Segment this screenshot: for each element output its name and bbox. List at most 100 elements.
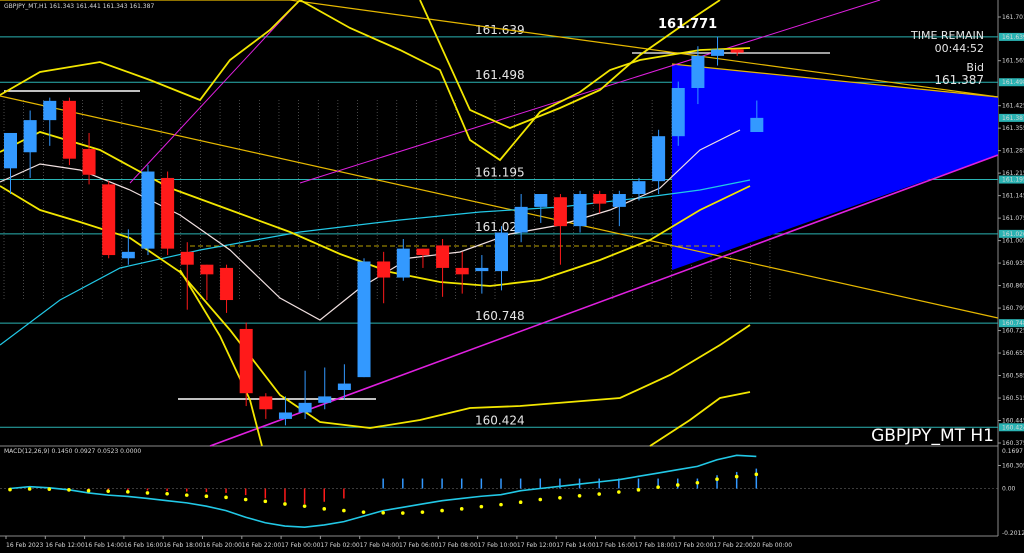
candle-body[interactable] [62, 100, 76, 159]
price-axis-label: 160.748 [1002, 320, 1024, 327]
macd-signal-dot[interactable] [420, 510, 425, 514]
macd-signal-dot[interactable] [518, 500, 523, 505]
candle-body[interactable] [377, 261, 391, 278]
candle-body[interactable] [475, 267, 489, 272]
macd-signal-dot[interactable] [342, 508, 346, 513]
time-axis-label: 16 Feb 20:00 [203, 542, 243, 549]
macd-signal-dot[interactable] [27, 487, 32, 491]
bid-label: Bid [966, 61, 984, 74]
macd-signal-dot[interactable] [695, 480, 700, 485]
candle-body[interactable] [553, 197, 567, 227]
macd-signal-dot[interactable] [401, 511, 405, 515]
candle-body[interactable] [23, 120, 37, 153]
macd-signal-dot[interactable] [263, 499, 268, 504]
candle-body[interactable] [43, 100, 57, 121]
candle-body[interactable] [730, 49, 744, 53]
time-axis-label: 17 Feb 00:00 [281, 542, 321, 549]
candle-body[interactable] [632, 181, 646, 195]
macd-signal-dot[interactable] [106, 489, 110, 493]
level-label: 160.424 [475, 413, 525, 427]
price-axis-label: 161.005 [1002, 238, 1024, 245]
candle-body[interactable] [102, 184, 116, 256]
candle-body[interactable] [455, 267, 469, 275]
symbol-watermark: GBPJPY_MT H1 [871, 426, 994, 446]
macd-signal-dot[interactable] [479, 504, 484, 509]
price-axis-label: 160.445 [1002, 418, 1024, 425]
macd-signal-dot[interactable] [145, 491, 150, 495]
candle-body[interactable] [593, 194, 607, 204]
candle-body[interactable] [278, 412, 292, 419]
macd-signal-dot[interactable] [675, 483, 680, 487]
macd-signal-dot[interactable] [8, 487, 12, 492]
macd-signal-dot[interactable] [617, 490, 621, 494]
macd-signal-dot[interactable] [440, 508, 444, 513]
candle-body[interactable] [711, 49, 725, 56]
candle-body[interactable] [239, 328, 253, 394]
macd-signal-dot[interactable] [538, 497, 543, 502]
macd-axis-label: -0.2012 [1002, 530, 1024, 537]
candle-body[interactable] [514, 206, 528, 233]
candle-body[interactable] [436, 245, 450, 268]
macd-signal-dot[interactable] [165, 492, 169, 496]
candle-body[interactable] [671, 88, 685, 137]
time-axis-label: 17 Feb 22:00 [713, 542, 753, 549]
candle-body[interactable] [121, 251, 135, 259]
candle-body[interactable] [396, 248, 410, 278]
macd-signal-dot[interactable] [243, 497, 248, 502]
macd-signal-dot[interactable] [656, 485, 660, 489]
macd-signal-dot[interactable] [283, 502, 287, 506]
macd-signal-dot[interactable] [577, 493, 582, 498]
candle-body[interactable] [82, 149, 96, 175]
price-axis-label: 160.375 [1002, 440, 1024, 447]
candle-body[interactable] [750, 117, 764, 133]
band-yellow-projection [649, 391, 751, 447]
macd-signal-dot[interactable] [558, 495, 562, 500]
time-axis-label: 17 Feb 02:00 [320, 542, 360, 549]
macd-signal-dot[interactable] [381, 511, 385, 515]
candle-body[interactable] [180, 251, 194, 265]
candle-body[interactable] [161, 177, 175, 249]
macd-signal-dot[interactable] [302, 504, 307, 508]
candle-body[interactable] [612, 194, 626, 207]
macd-line [9, 454, 757, 528]
macd-signal-dot[interactable] [361, 510, 366, 514]
macd-signal-dot[interactable] [322, 507, 327, 511]
macd-signal-dot[interactable] [86, 488, 91, 493]
time-axis-label: 16 Feb 14:00 [85, 542, 125, 549]
macd-signal-dot[interactable] [636, 488, 641, 492]
candle-body[interactable] [298, 402, 312, 413]
time-axis-label: 17 Feb 06:00 [399, 542, 439, 549]
candle-body[interactable] [652, 136, 666, 182]
candle-body[interactable] [573, 194, 587, 227]
candle-body[interactable] [4, 132, 17, 169]
macd-signal-dot[interactable] [204, 494, 209, 499]
macd-signal-dot[interactable] [715, 477, 719, 482]
macd-signal-dot[interactable] [734, 474, 739, 479]
candle-body[interactable] [259, 396, 273, 410]
candle-body[interactable] [357, 261, 371, 378]
macd-signal-dot[interactable] [126, 490, 130, 494]
macd-signal-dot[interactable] [67, 488, 71, 492]
candle-body[interactable] [691, 55, 705, 88]
candle-body[interactable] [416, 248, 430, 256]
macd-signal-dot[interactable] [754, 472, 759, 477]
macd-signal-dot[interactable] [47, 487, 52, 491]
candle-body[interactable] [200, 264, 214, 275]
trendline-descending [0, 95, 999, 319]
macd-signal-dot[interactable] [459, 507, 464, 511]
price-axis-label: 160.935 [1002, 260, 1024, 267]
candle-body[interactable] [495, 232, 508, 272]
price-axis-highlight [999, 229, 1024, 238]
candle-body[interactable] [534, 194, 548, 207]
macd-signal-dot[interactable] [597, 492, 601, 496]
candle-body[interactable] [141, 171, 155, 249]
time-axis-label: 17 Feb 12:00 [517, 542, 557, 549]
macd-signal-dot[interactable] [499, 502, 503, 507]
price-axis-label: 160.725 [1002, 328, 1024, 335]
macd-signal-dot[interactable] [224, 495, 228, 500]
candle-body[interactable] [337, 383, 351, 390]
macd-signal-dot[interactable] [184, 493, 189, 497]
candle-body[interactable] [220, 267, 234, 301]
candle-body[interactable] [318, 396, 332, 403]
